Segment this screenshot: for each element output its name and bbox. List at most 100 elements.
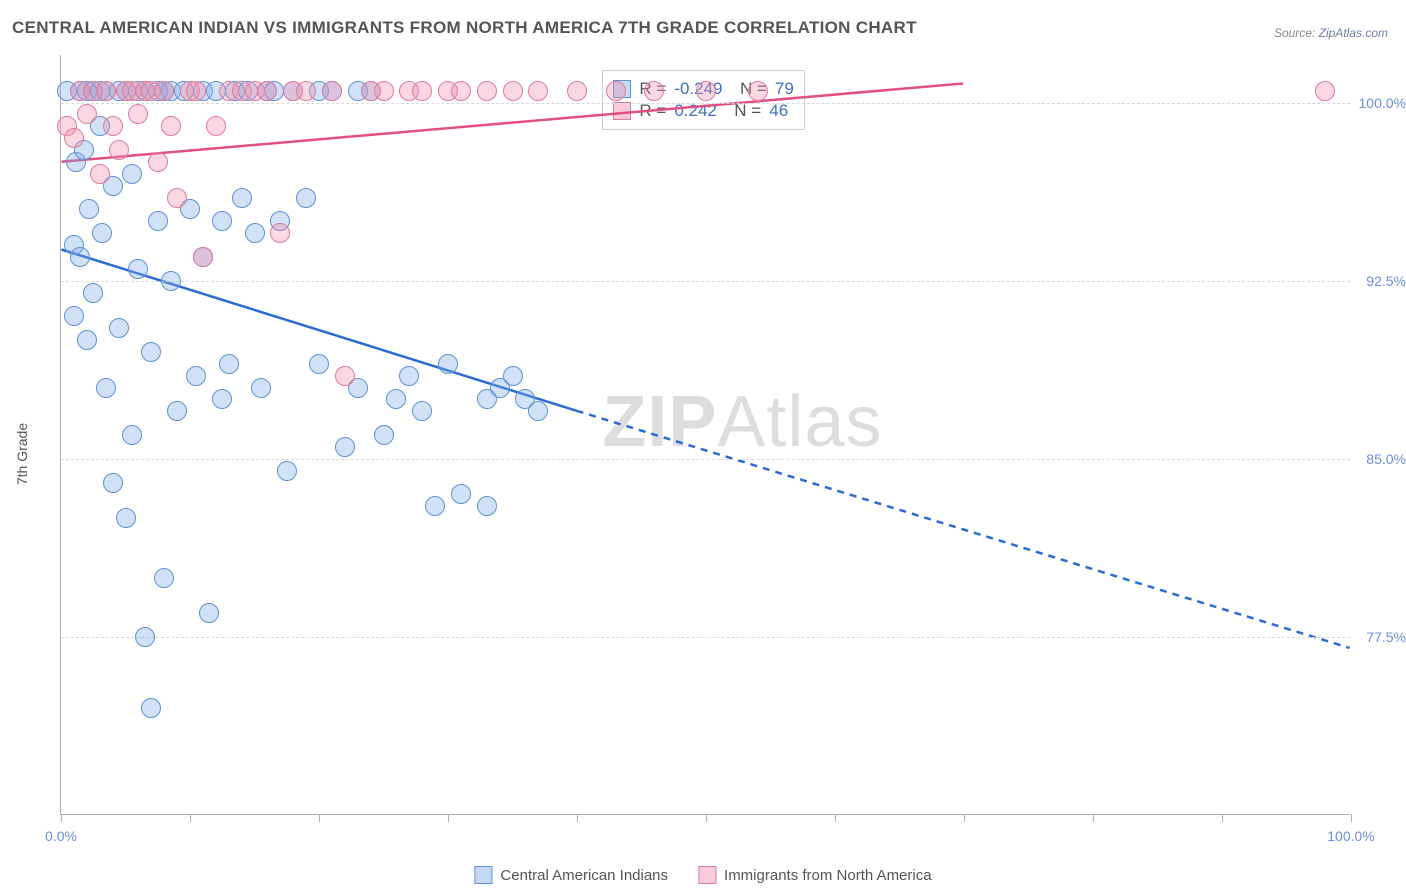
scatter-point (122, 425, 142, 445)
scatter-point (103, 473, 123, 493)
source-label: Source: ZipAtlas.com (1274, 26, 1388, 40)
scatter-point (528, 401, 548, 421)
scatter-point (270, 223, 290, 243)
scatter-point (199, 603, 219, 623)
chart-title: CENTRAL AMERICAN INDIAN VS IMMIGRANTS FR… (12, 18, 917, 38)
scatter-point (438, 354, 458, 374)
x-tick (61, 814, 62, 822)
scatter-point (528, 81, 548, 101)
watermark: ZIPAtlas (602, 381, 882, 463)
scatter-point (386, 389, 406, 409)
scatter-point (83, 283, 103, 303)
scatter-point (748, 81, 768, 101)
y-axis-label: 7th Grade (14, 423, 30, 485)
scatter-point (96, 378, 116, 398)
x-tick (1093, 814, 1094, 822)
scatter-point (412, 401, 432, 421)
x-tick (964, 814, 965, 822)
scatter-point (644, 81, 664, 101)
scatter-point (296, 81, 316, 101)
scatter-point (193, 247, 213, 267)
scatter-point (122, 164, 142, 184)
scatter-point (412, 81, 432, 101)
stats-row: R = 0.242 N = 46 (613, 101, 793, 121)
scatter-point (212, 389, 232, 409)
y-tick-label: 77.5% (1366, 629, 1406, 645)
scatter-point (257, 81, 277, 101)
scatter-point (77, 330, 97, 350)
scatter-point (477, 496, 497, 516)
scatter-point (335, 437, 355, 457)
scatter-point (186, 81, 206, 101)
scatter-point (64, 128, 84, 148)
source-prefix: Source: (1274, 26, 1319, 40)
scatter-point (109, 140, 129, 160)
scatter-point (251, 378, 271, 398)
y-tick-label: 85.0% (1366, 451, 1406, 467)
scatter-point (245, 223, 265, 243)
legend-label: Central American Indians (500, 867, 668, 884)
swatch-pink (698, 866, 716, 884)
scatter-point (206, 116, 226, 136)
scatter-point (374, 81, 394, 101)
scatter-point (154, 568, 174, 588)
stat-n-blue: 79 (775, 79, 794, 99)
swatch-blue (474, 866, 492, 884)
scatter-point (141, 698, 161, 718)
stat-n-pink: 46 (769, 101, 788, 121)
scatter-point (167, 401, 187, 421)
scatter-point (103, 116, 123, 136)
swatch-pink (613, 102, 631, 120)
scatter-point (77, 104, 97, 124)
scatter-point (567, 81, 587, 101)
x-tick (319, 814, 320, 822)
scatter-point (90, 164, 110, 184)
plot-area: ZIPAtlas R = -0.249 N = 79 R = 0.242 N =… (60, 55, 1350, 815)
scatter-point (1315, 81, 1335, 101)
x-tick-label: 100.0% (1327, 828, 1374, 844)
scatter-point (232, 188, 252, 208)
scatter-point (148, 152, 168, 172)
bottom-legend: Central American Indians Immigrants from… (474, 866, 931, 884)
scatter-point (322, 81, 342, 101)
scatter-point (109, 318, 129, 338)
scatter-point (606, 81, 626, 101)
y-tick-label: 100.0% (1359, 95, 1406, 111)
legend-label: Immigrants from North America (724, 867, 932, 884)
scatter-point (154, 81, 174, 101)
legend-item: Central American Indians (474, 866, 668, 884)
scatter-point (296, 188, 316, 208)
scatter-point (96, 81, 116, 101)
stat-label: N = (725, 101, 761, 121)
scatter-point (135, 627, 155, 647)
scatter-point (148, 211, 168, 231)
scatter-point (696, 81, 716, 101)
scatter-point (451, 484, 471, 504)
scatter-point (374, 425, 394, 445)
gridline-h (61, 637, 1350, 638)
x-tick (835, 814, 836, 822)
scatter-point (399, 366, 419, 386)
scatter-point (503, 366, 523, 386)
scatter-point (425, 496, 445, 516)
x-tick (190, 814, 191, 822)
gridline-h (61, 281, 1350, 282)
x-tick-label: 0.0% (45, 828, 77, 844)
gridline-h (61, 103, 1350, 104)
scatter-point (309, 354, 329, 374)
scatter-point (141, 342, 161, 362)
source-link[interactable]: ZipAtlas.com (1319, 26, 1388, 40)
scatter-point (451, 81, 471, 101)
stat-r-pink: 0.242 (674, 101, 717, 121)
scatter-point (277, 461, 297, 481)
scatter-point (503, 81, 523, 101)
legend-item: Immigrants from North America (698, 866, 932, 884)
x-tick (1222, 814, 1223, 822)
scatter-point (64, 306, 84, 326)
scatter-point (161, 116, 181, 136)
scatter-point (92, 223, 112, 243)
scatter-point (335, 366, 355, 386)
scatter-point (219, 354, 239, 374)
x-tick (577, 814, 578, 822)
scatter-point (161, 271, 181, 291)
